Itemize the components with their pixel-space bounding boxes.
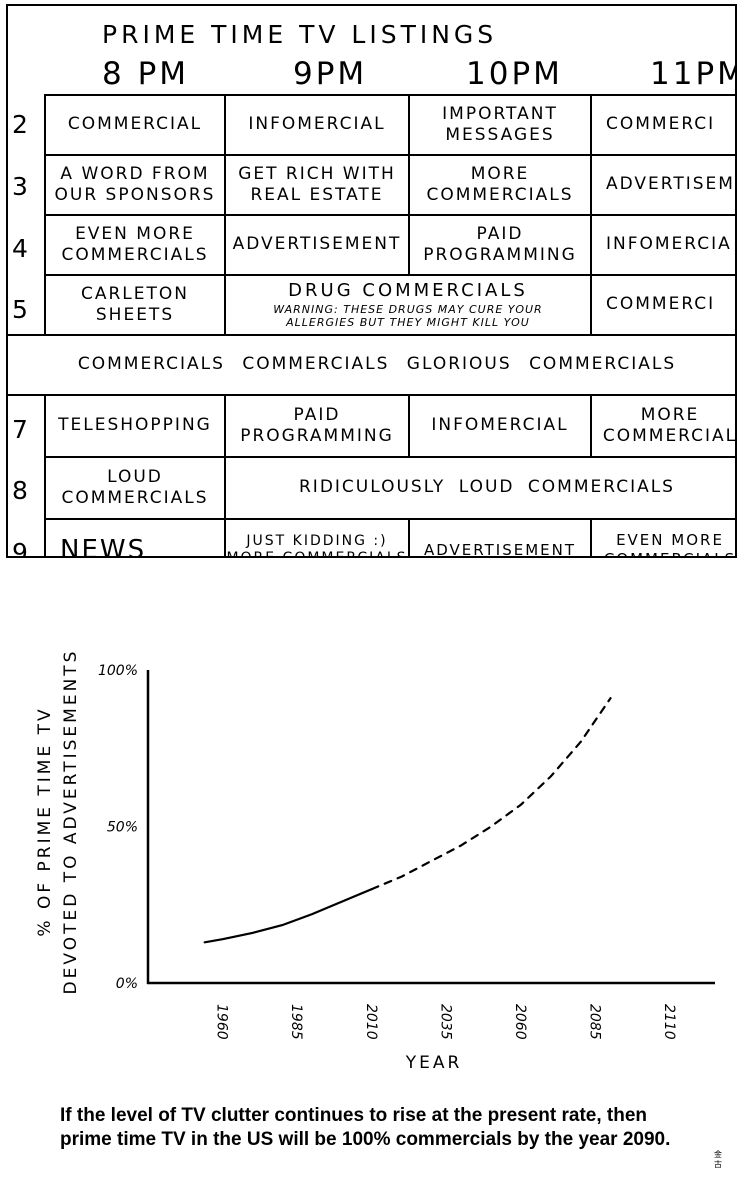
listing-cell: JUST KIDDING :) MORE COMMERCIALS xyxy=(224,518,410,556)
listing-cell: INFOMERCIAL xyxy=(408,394,592,458)
listing-cell: COMMERCI xyxy=(590,274,735,336)
listing-cell: CARLETON SHEETS xyxy=(44,274,226,336)
listings-grid: COMMERCIAL INFOMERCIAL IMPORTANT MESSAGE… xyxy=(8,94,735,556)
listing-cell: ADVERTISEMENT xyxy=(224,214,410,276)
listing-cell-wide: COMMERCIALS COMMERCIALS GLORIOUS COMMERC… xyxy=(8,334,735,396)
listing-cell: MORE COMMERCIAL xyxy=(590,394,735,458)
listing-cell: EVEN MORE COMMERCIALS xyxy=(590,518,735,556)
listing-cell: ADVERTISEMENT xyxy=(408,518,592,556)
drug-warning-text: WARNING: THESE DRUGS MAY CURE YOUR ALLER… xyxy=(273,302,543,330)
channel-2: 2 xyxy=(12,110,28,139)
channel-8: 8 xyxy=(12,476,28,505)
listing-cell: COMMERCIAL xyxy=(44,94,226,156)
drug-commercials-title: DRUG COMMERCIALS xyxy=(288,280,528,301)
x-tick-label: 2085 xyxy=(587,1004,603,1040)
advertisement-growth-chart: 100% 50% 0% 1960 1985 2010 2035 2060 2085 2110 YEA… xyxy=(35,649,715,1073)
x-tick-label: 2110 xyxy=(661,1004,677,1040)
news-cell: NEWS xyxy=(44,518,226,556)
x-tick-label: 2035 xyxy=(437,1004,453,1040)
listing-cell: COMMERCI xyxy=(590,94,735,156)
hour-9pm: 9PM xyxy=(293,56,368,92)
listing-cell: EVEN MORE COMMERCIALS xyxy=(44,214,226,276)
x-tick-label: 2010 xyxy=(363,1004,379,1040)
projected-trend-line xyxy=(370,697,612,891)
x-tick-label: 1985 xyxy=(288,1004,304,1040)
listing-cell: LOUD COMMERCIALS xyxy=(44,456,226,520)
channel-4: 4 xyxy=(12,234,28,263)
channel-5: 5 xyxy=(12,295,28,324)
y-tick-label: 50% xyxy=(107,820,138,836)
hour-8pm: 8 PM xyxy=(102,56,190,92)
caption: If the level of TV clutter continues to … xyxy=(60,1105,671,1150)
listing-cell: INFOMERCIAL xyxy=(224,94,410,156)
listings-title: PRIME TIME TV LISTINGS xyxy=(102,20,498,49)
channel-3: 3 xyxy=(12,172,28,201)
x-axis-title: YEAR xyxy=(405,1053,463,1073)
listing-cell: PAID PROGRAMMING xyxy=(408,214,592,276)
listing-cell: GET RICH WITH REAL ESTATE xyxy=(224,154,410,216)
drug-commercials-cell: DRUG COMMERCIALS WARNING: THESE DRUGS MA… xyxy=(224,274,592,336)
y-axis-title-line: DEVOTED TO ADVERTISEMENTS xyxy=(61,649,81,995)
listing-cell: PAID PROGRAMMING xyxy=(224,394,410,458)
channel-7: 7 xyxy=(12,415,28,444)
listing-cell: A WORD FROM OUR SPONSORS xyxy=(44,154,226,216)
plot-area: 100% 50% 0% 1960 1985 2010 2035 2060 2085 2110 YEA… xyxy=(35,649,715,1073)
listing-cell-wide: RIDICULOUSLY LOUD COMMERCIALS xyxy=(224,456,735,520)
y-tick-label: 0% xyxy=(116,976,138,992)
x-tick-label: 2060 xyxy=(512,1004,528,1040)
x-tick-label: 1960 xyxy=(214,1004,230,1040)
artist-signature: 金古 xyxy=(714,1150,722,1169)
listing-cell: TELESHOPPING xyxy=(44,394,226,458)
listing-cell: INFOMERCIA xyxy=(590,214,735,276)
hour-11pm: 11PM xyxy=(650,56,735,92)
channel-9: 9 xyxy=(12,538,28,558)
y-axis-title-line: % OF PRIME TIME TV xyxy=(35,706,55,936)
y-tick-label: 100% xyxy=(98,663,138,679)
historical-trend-line xyxy=(203,888,373,944)
listing-cell: MORE COMMERCIALS xyxy=(408,154,592,216)
listing-cell: ADVERTISEME xyxy=(590,154,735,216)
hour-10pm: 10PM xyxy=(466,56,563,92)
listing-cell: IMPORTANT MESSAGES xyxy=(408,94,592,156)
tv-listings-panel: PRIME TIME TV LISTINGS 8 PM 9PM 10PM 11P… xyxy=(6,4,737,558)
